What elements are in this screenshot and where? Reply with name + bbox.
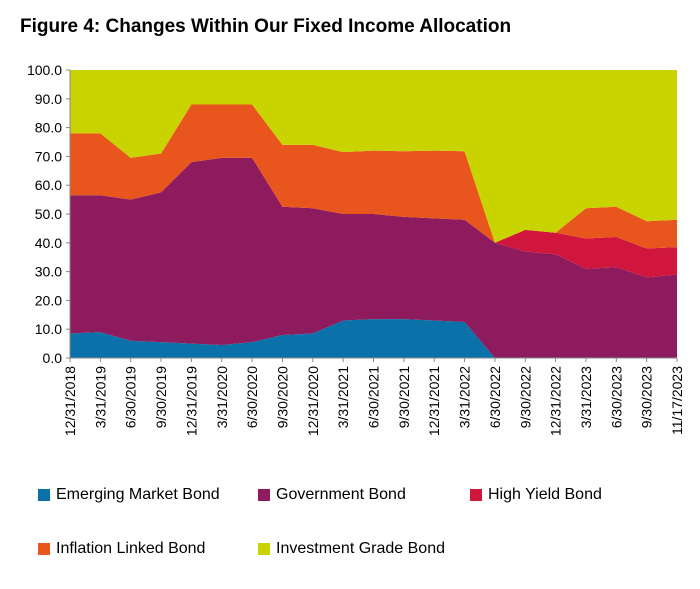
x-tick-label: 6/30/2023 bbox=[608, 366, 624, 428]
x-tick-label: 9/30/2021 bbox=[396, 366, 412, 428]
y-tick-label: 20.0 bbox=[35, 292, 62, 308]
y-tick-label: 80.0 bbox=[35, 120, 62, 136]
x-tick-label: 6/30/2022 bbox=[487, 366, 503, 428]
x-tick-label: 11/17/2023 bbox=[669, 366, 685, 435]
x-tick-label: 6/30/2020 bbox=[244, 366, 260, 428]
x-tick-label: 12/31/2022 bbox=[548, 366, 564, 436]
chart-title: Figure 4: Changes Within Our Fixed Incom… bbox=[20, 16, 512, 37]
series-area-inflation-linked-bond bbox=[70, 104, 677, 249]
x-tick-label: 12/31/2021 bbox=[426, 366, 442, 436]
x-tick-label: 3/31/2020 bbox=[214, 366, 230, 428]
y-tick-label: 60.0 bbox=[35, 177, 62, 193]
x-tick-label: 12/31/2018 bbox=[62, 366, 78, 436]
x-tick-label: 12/31/2019 bbox=[183, 366, 199, 436]
y-tick-label: 90.0 bbox=[35, 91, 62, 107]
x-tick-label: 3/31/2023 bbox=[578, 366, 594, 428]
x-tick-label: 3/31/2021 bbox=[335, 366, 351, 428]
y-tick-label: 30.0 bbox=[35, 264, 62, 280]
y-tick-label: 70.0 bbox=[35, 148, 62, 164]
series-area-investment-grade-bond bbox=[70, 70, 677, 243]
series-area-high-yield-bond bbox=[70, 157, 677, 278]
y-tick-label: 40.0 bbox=[35, 235, 62, 251]
y-tick-label: 50.0 bbox=[35, 206, 62, 222]
x-tick-label: 3/31/2019 bbox=[92, 366, 108, 428]
chart-areas bbox=[70, 70, 677, 358]
series-area-government-bond bbox=[70, 157, 677, 358]
x-tick-label: 9/30/2022 bbox=[517, 366, 533, 428]
y-axis-ticks: 0.0 10.0 20.0 30.0 40.0 50.0 60.0 70.0 80.0 90.0 1… bbox=[27, 62, 70, 366]
x-tick-label: 12/31/2020 bbox=[305, 366, 321, 436]
x-tick-label: 9/30/2023 bbox=[639, 366, 655, 428]
series-area-emerging-market-bond bbox=[70, 319, 677, 358]
x-tick-label: 9/30/2019 bbox=[153, 366, 169, 428]
x-tick-label: 6/30/2021 bbox=[366, 366, 382, 428]
y-tick-label: 100.0 bbox=[27, 62, 62, 78]
x-tick-label: 9/30/2020 bbox=[274, 366, 290, 428]
y-tick-label: 10.0 bbox=[35, 321, 62, 337]
x-tick-label: 6/30/2019 bbox=[123, 366, 139, 428]
x-tick-label: 3/31/2022 bbox=[457, 366, 473, 428]
y-tick-label: 0.0 bbox=[43, 350, 63, 366]
x-axis-ticks: 12/31/2018 3/31/2019 6/30/2019 9/30/2019 12/… bbox=[62, 358, 685, 436]
